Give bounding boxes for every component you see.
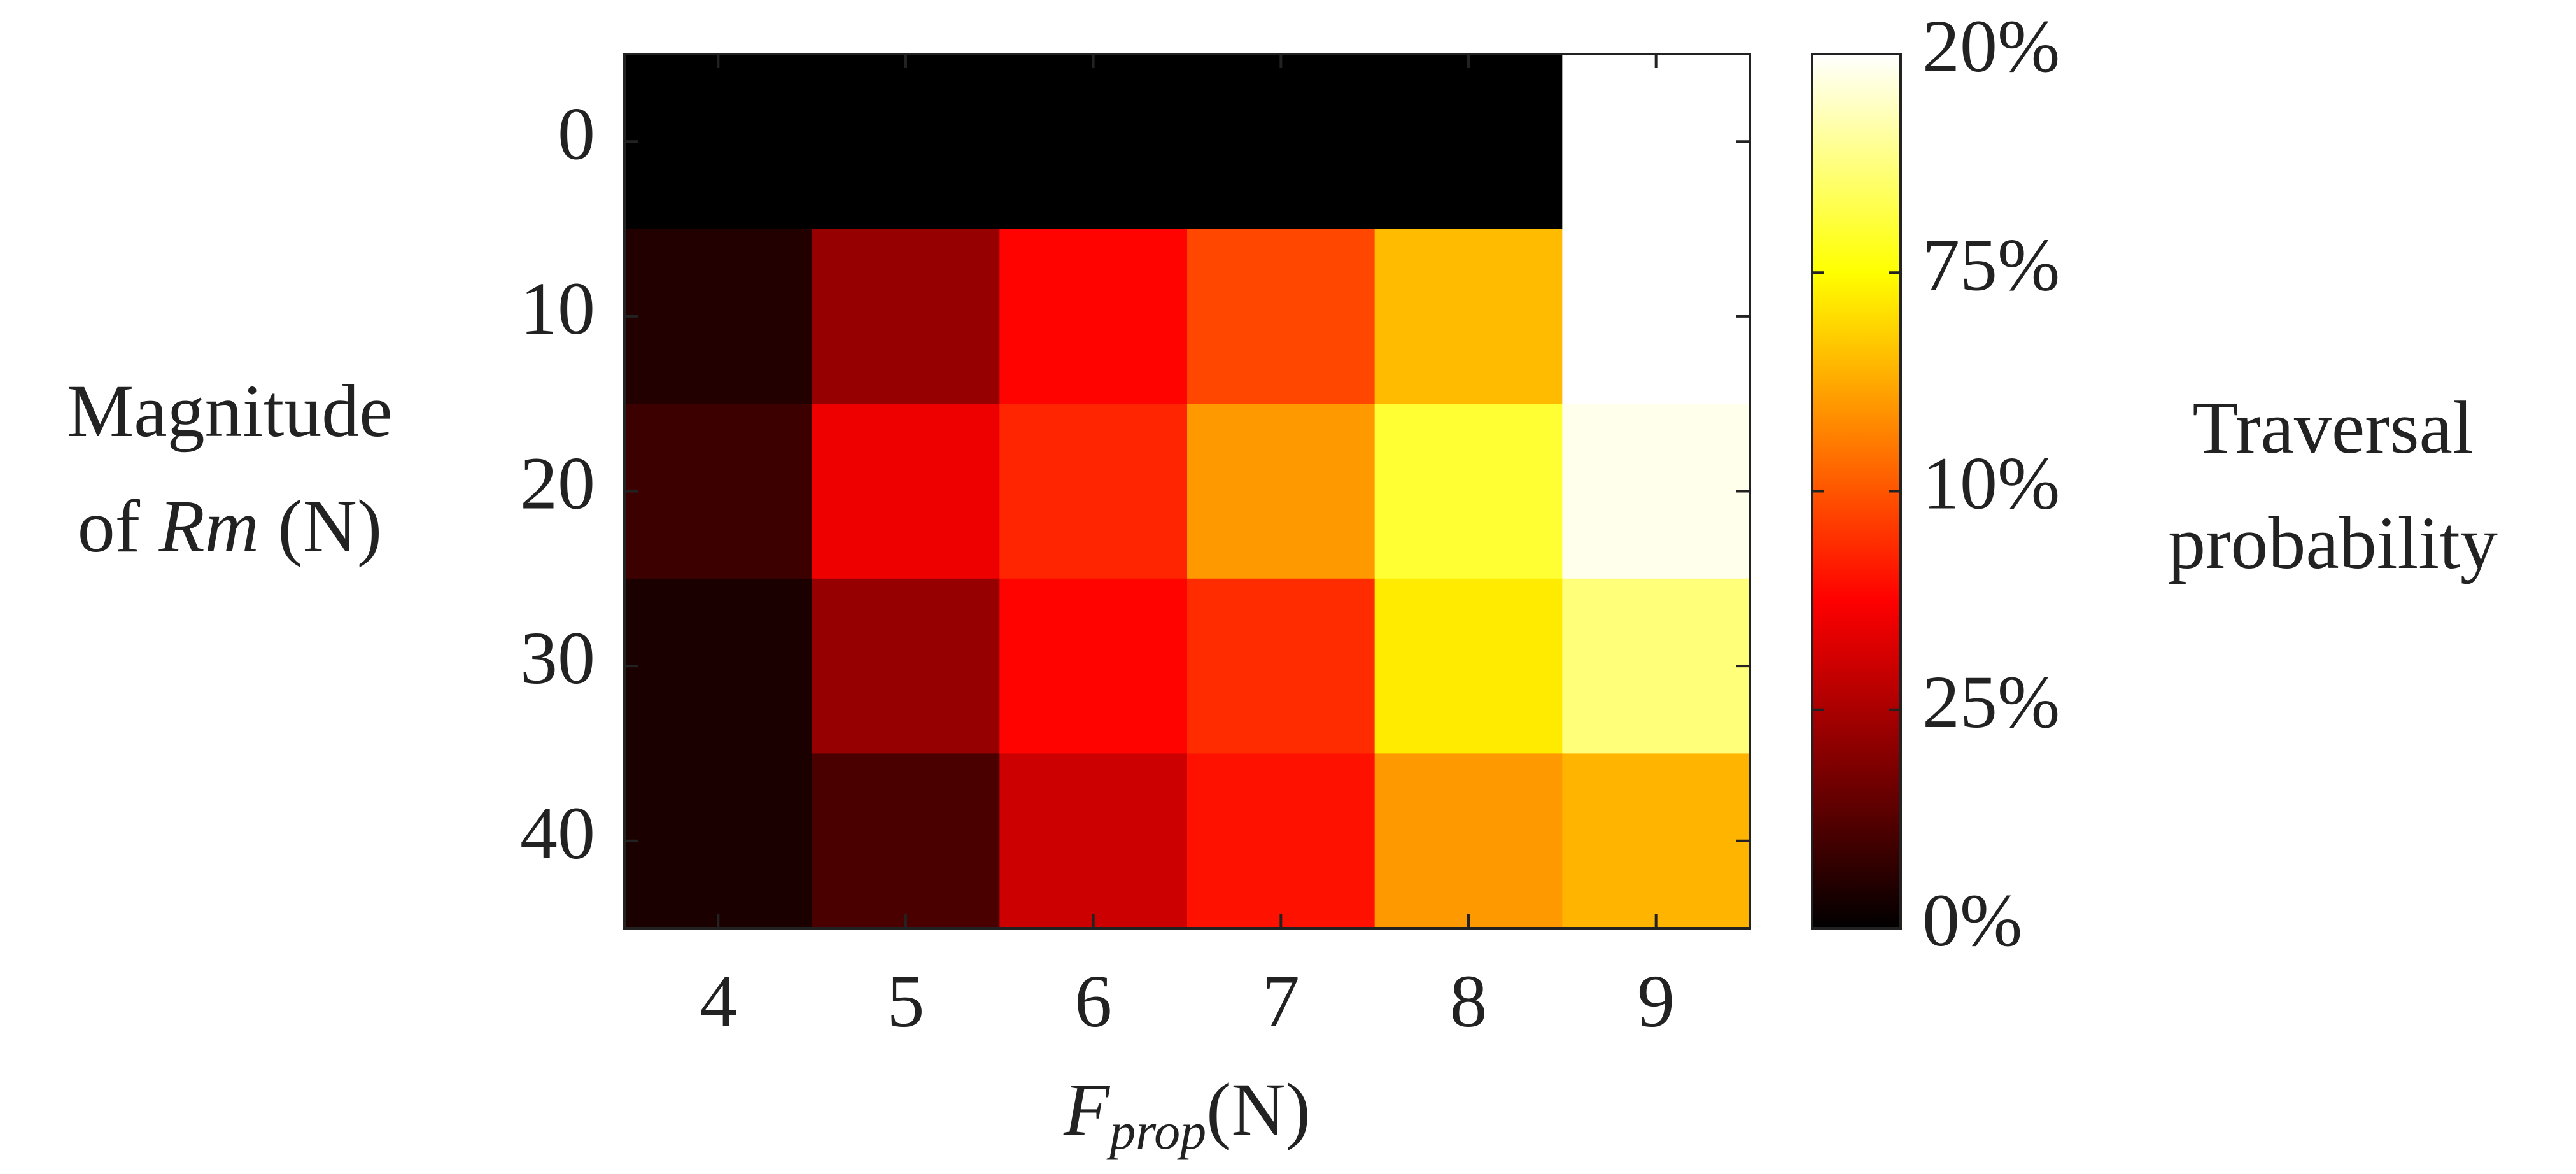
heatmap-cell: [1562, 54, 1750, 230]
cells: [624, 54, 1750, 929]
heatmap-cell: [624, 54, 813, 230]
heatmap-cell: [999, 753, 1188, 929]
y-tick-label: 40: [520, 791, 595, 875]
colorbar-label: Traversal: [2192, 386, 2473, 469]
colorbar-tick-label: 0%: [1922, 879, 2022, 962]
heatmap-cell: [1374, 753, 1563, 929]
colorbar-tick-label: 10%: [1922, 442, 2060, 525]
heatmap-cell: [812, 578, 1000, 754]
y-axis-label: Magnitude: [67, 369, 392, 453]
heatmap-cell: [999, 54, 1188, 230]
heatmap-cell: [1374, 54, 1563, 230]
colorbar: [1811, 53, 1902, 930]
colorbar-tick-label: 75%: [1922, 223, 2060, 306]
heatmap-cell: [999, 578, 1188, 754]
heatmap-cell: [624, 753, 813, 929]
heatmap-cell: [1562, 404, 1750, 579]
heatmap-cell: [624, 229, 813, 404]
heatmap-cell: [1187, 578, 1376, 754]
heatmap-cell: [1187, 54, 1376, 230]
heatmap-cell: [1374, 404, 1563, 579]
heatmap-cell: [1562, 578, 1750, 754]
x-tick-label: 8: [1450, 959, 1488, 1043]
x-tick-label: 7: [1262, 959, 1300, 1043]
x-label-symbol: F: [1063, 1068, 1111, 1151]
heatmap-cell: [1374, 578, 1563, 754]
heatmap-cell: [999, 229, 1188, 404]
heatmap-cell: [624, 404, 813, 579]
y-tick-label: 20: [520, 442, 595, 525]
x-axis-label: Fprop(N): [1063, 1068, 1311, 1160]
heatmap-cell: [1187, 753, 1376, 929]
heatmap-cell: [1187, 229, 1376, 404]
heatmap-cell: [812, 229, 1000, 404]
x-tick-label: 9: [1637, 959, 1675, 1043]
heatmap-cell: [812, 404, 1000, 579]
x-tick-label: 4: [700, 959, 737, 1043]
heatmap-cell: [999, 404, 1188, 579]
colorbar-tick-label: 25%: [1922, 660, 2060, 744]
y-label-prefix: of: [78, 484, 141, 568]
y-label-symbol: Rm: [158, 484, 259, 568]
x-tick-label: 6: [1074, 959, 1112, 1043]
x-label-unit: (N): [1206, 1068, 1311, 1151]
heatmap-cell: [1562, 753, 1750, 929]
heatmap-cell: [1374, 229, 1563, 404]
x-tick-label: 5: [887, 959, 925, 1043]
heatmap-cell: [812, 753, 1000, 929]
heatmap-cell: [624, 578, 813, 754]
colorbar-label: probability: [2168, 501, 2498, 584]
colorbar-tick-label: 20%: [1922, 4, 2060, 88]
y-label-unit: (N): [278, 484, 382, 568]
heatmap-cell: [812, 54, 1000, 230]
y-tick-label: 0: [558, 92, 595, 175]
x-label-subscript: prop: [1106, 1102, 1206, 1160]
heatmap-cell: [1187, 404, 1376, 579]
y-tick-label: 10: [520, 267, 595, 350]
heatmap-cell: [1562, 229, 1750, 404]
y-tick-label: 30: [520, 616, 595, 700]
y-axis-label: of Rm (N): [78, 484, 382, 568]
